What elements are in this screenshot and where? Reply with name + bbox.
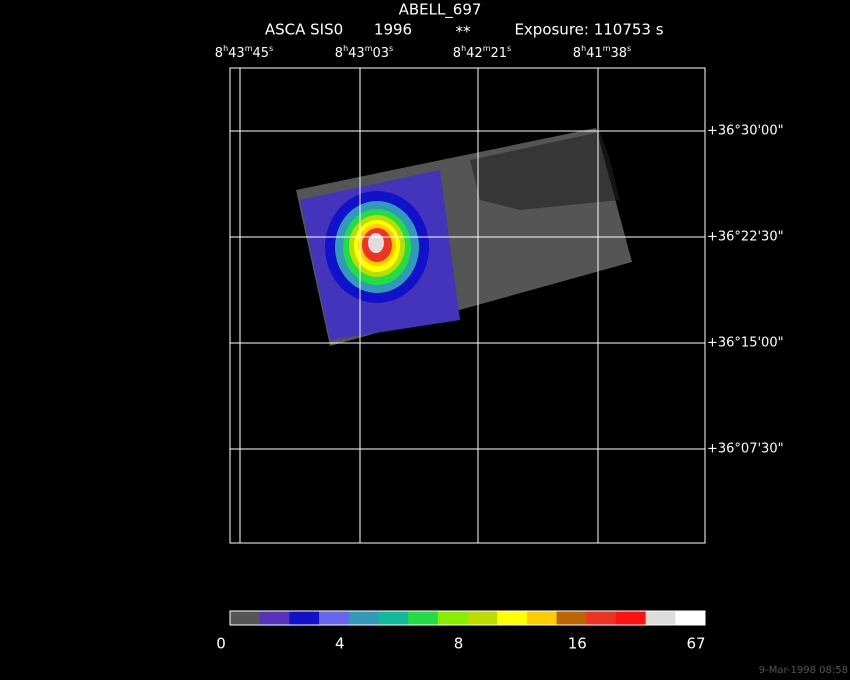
colorbar-segment — [348, 611, 379, 625]
ra-unit: s — [507, 44, 511, 53]
ra-value: 41 — [586, 46, 603, 61]
instrument: ASCA SIS0 — [265, 21, 343, 39]
ra-value: 8 — [335, 46, 343, 61]
colorbar-label: 0 — [216, 635, 226, 653]
colorbar-segment — [526, 611, 558, 625]
colorbar-segment — [259, 611, 290, 625]
colorbar-segment — [556, 611, 587, 625]
title: ABELL_697 — [399, 1, 482, 20]
ra-value: 8 — [215, 46, 223, 61]
ra-unit: s — [627, 44, 631, 53]
colorbar-segment — [319, 611, 350, 625]
exposure: Exposure: 110753 s — [514, 21, 663, 39]
ra-value: 43 — [228, 46, 245, 61]
flag: ** — [456, 23, 472, 41]
date: 9-Mar-1998 08:58 — [759, 665, 848, 676]
colorbar-label: 4 — [335, 635, 345, 653]
colorbar-segment — [378, 611, 409, 625]
core — [368, 233, 384, 253]
ra-unit: s — [269, 44, 273, 53]
colorbar-segment — [497, 611, 528, 625]
colorbar-segment — [437, 611, 468, 625]
ra-label: 8h43m45s — [215, 44, 273, 61]
colorbar-segment — [615, 611, 647, 625]
colorbar-segment — [408, 611, 439, 625]
dec-label: +36°07'30" — [707, 442, 784, 457]
ra-label: 8h43m03s — [335, 44, 393, 61]
ra-value: 42 — [466, 46, 483, 61]
ra-unit: h — [461, 44, 466, 53]
colorbar-segment — [467, 611, 498, 625]
ra-value: 03 — [372, 46, 389, 61]
dec-label: +36°30'00" — [707, 124, 784, 139]
colorbar-segment — [675, 611, 706, 625]
faint-region — [470, 132, 620, 210]
dec-label: +36°22'30" — [707, 230, 784, 245]
image — [296, 128, 632, 346]
ra-unit: m — [603, 44, 611, 53]
ra-value: 21 — [490, 46, 507, 61]
ra-unit: h — [581, 44, 586, 53]
ra-value: 43 — [348, 46, 365, 61]
colorbar-segment — [645, 611, 676, 625]
ra-value: 8 — [573, 46, 581, 61]
year: 1996 — [374, 21, 412, 39]
colorbar-segment — [230, 611, 261, 625]
ra-unit: h — [343, 44, 348, 53]
ra-unit: m — [245, 44, 253, 53]
colorbar-segment — [586, 611, 617, 625]
colorbar-segment — [289, 611, 320, 625]
ra-label: 8h42m21s — [453, 44, 511, 61]
ra-value: 8 — [453, 46, 461, 61]
dec-label: +36°15'00" — [707, 336, 784, 351]
ra-unit: s — [389, 44, 393, 53]
colorbar-label: 16 — [568, 635, 587, 653]
frame — [229, 67, 706, 544]
ra-value: 38 — [610, 46, 627, 61]
ra-unit: m — [365, 44, 373, 53]
coordinate-grid — [229, 67, 706, 544]
ra-unit: h — [223, 44, 228, 53]
colorbar-label: 67 — [686, 635, 705, 653]
ra-value: 45 — [252, 46, 269, 61]
ra-unit: m — [483, 44, 491, 53]
colorbar-label: 8 — [454, 635, 464, 653]
ra-label: 8h41m38s — [573, 44, 631, 61]
colorbar-frame — [229, 610, 706, 626]
